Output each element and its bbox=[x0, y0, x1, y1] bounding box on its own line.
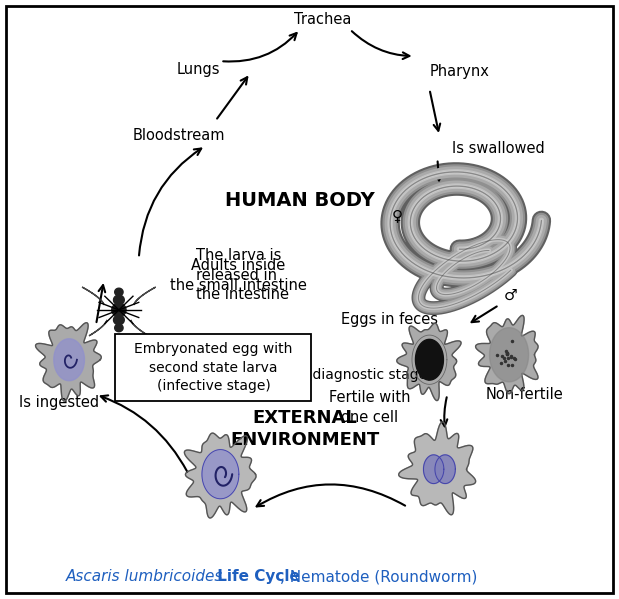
Text: Is ingested: Is ingested bbox=[19, 395, 99, 410]
Text: Pharynx: Pharynx bbox=[430, 63, 489, 78]
Text: Life Cycle: Life Cycle bbox=[212, 569, 300, 584]
Text: ♀: ♀ bbox=[392, 208, 403, 223]
Text: The larva is
released in
the intestine: The larva is released in the intestine bbox=[196, 248, 288, 302]
Polygon shape bbox=[111, 303, 126, 316]
Text: (diagnostic stage): (diagnostic stage) bbox=[307, 368, 433, 382]
Polygon shape bbox=[490, 328, 529, 382]
Text: Bloodstream: Bloodstream bbox=[132, 128, 225, 143]
Text: Ascaris lumbricoides: Ascaris lumbricoides bbox=[66, 569, 223, 584]
Polygon shape bbox=[115, 288, 123, 296]
Text: Fertile with
one cell: Fertile with one cell bbox=[329, 390, 410, 425]
Polygon shape bbox=[113, 295, 124, 305]
Polygon shape bbox=[82, 287, 104, 305]
Text: Adults inside
the small intestine: Adults inside the small intestine bbox=[170, 258, 307, 292]
Polygon shape bbox=[54, 339, 84, 381]
Polygon shape bbox=[131, 320, 149, 336]
Polygon shape bbox=[415, 340, 443, 380]
Text: EXTERNAL
ENVIRONMENT: EXTERNAL ENVIRONMENT bbox=[230, 409, 379, 449]
Text: , Nematode (Roundworm): , Nematode (Roundworm) bbox=[280, 569, 477, 584]
Polygon shape bbox=[399, 422, 475, 515]
Text: HUMAN BODY: HUMAN BODY bbox=[225, 191, 375, 210]
Text: Lungs: Lungs bbox=[177, 62, 220, 77]
Polygon shape bbox=[202, 450, 239, 499]
Text: Embryonated egg with
second state larva
(infective stage): Embryonated egg with second state larva … bbox=[134, 342, 293, 393]
Polygon shape bbox=[89, 320, 107, 336]
Text: ♂: ♂ bbox=[504, 288, 518, 302]
Text: Eggs in feces: Eggs in feces bbox=[341, 313, 438, 328]
Polygon shape bbox=[35, 323, 102, 401]
Polygon shape bbox=[423, 455, 444, 483]
Polygon shape bbox=[435, 455, 456, 483]
Text: Non-fertile: Non-fertile bbox=[485, 387, 563, 402]
Polygon shape bbox=[113, 315, 124, 325]
Polygon shape bbox=[115, 324, 123, 332]
Polygon shape bbox=[397, 323, 461, 401]
Text: Is swallowed: Is swallowed bbox=[452, 141, 545, 156]
Polygon shape bbox=[134, 287, 156, 305]
Polygon shape bbox=[184, 433, 256, 518]
FancyBboxPatch shape bbox=[115, 334, 311, 401]
Text: Trachea: Trachea bbox=[294, 12, 352, 27]
Polygon shape bbox=[475, 316, 538, 394]
